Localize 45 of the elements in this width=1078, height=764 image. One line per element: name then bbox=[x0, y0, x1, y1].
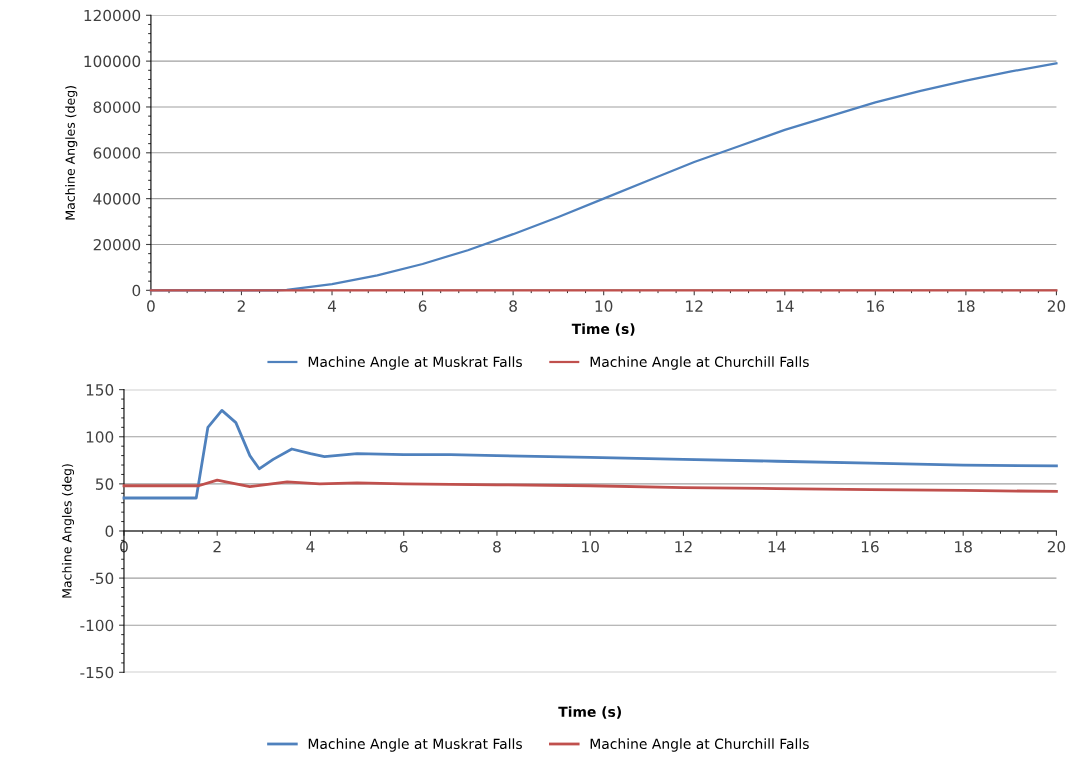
y-axis-title: Machine Angles (deg) bbox=[65, 86, 78, 220]
x-tick-label: 4 bbox=[327, 300, 337, 312]
x-axis-title: Time (s) bbox=[571, 323, 635, 336]
legend-label: Machine Angle at Churchill Falls bbox=[590, 738, 809, 752]
x-tick-label: 14 bbox=[776, 300, 794, 312]
x-tick-label: 12 bbox=[686, 300, 703, 312]
x-tick-label: 16 bbox=[867, 300, 885, 312]
x-tick-label: 20 bbox=[1047, 540, 1066, 553]
y-tick-label: 60000 bbox=[93, 147, 141, 159]
legend-label: Machine Angle at Muskrat Falls bbox=[308, 738, 522, 752]
x-tick-label: 2 bbox=[213, 540, 221, 553]
legend-label: Machine Angle at Muskrat Falls bbox=[308, 356, 522, 370]
y-tick-label: 80000 bbox=[93, 101, 141, 113]
line-series bbox=[122, 408, 1058, 500]
x-tick-label: 16 bbox=[861, 540, 879, 553]
x-tick-label: 18 bbox=[955, 540, 972, 553]
x-tick-label: 2 bbox=[237, 300, 245, 312]
y-tick-label: 50 bbox=[95, 478, 114, 490]
y-tick-label: 20000 bbox=[93, 238, 141, 251]
y-tick-label: 150 bbox=[86, 384, 114, 396]
x-tick-label: 6 bbox=[399, 540, 408, 553]
y-tick-label: 120000 bbox=[84, 9, 141, 22]
x-tick-label: 14 bbox=[768, 541, 786, 553]
x-tick-label: 10 bbox=[582, 540, 599, 553]
y-tick-label: 40000 bbox=[93, 193, 141, 205]
x-axis-title: Time (s) bbox=[558, 706, 621, 719]
y-tick-label: 100000 bbox=[84, 55, 141, 68]
x-tick-label: 0 bbox=[147, 300, 155, 312]
line-series bbox=[122, 478, 1058, 493]
x-tick-label: 12 bbox=[675, 540, 692, 553]
legend-label: Machine Angle at Churchill Falls bbox=[590, 356, 809, 370]
y-tick-label: 100 bbox=[86, 431, 114, 443]
x-tick-label: 10 bbox=[595, 300, 613, 312]
y-tick-label: 0 bbox=[105, 525, 114, 537]
x-tick-label: 18 bbox=[957, 300, 975, 312]
y-axis-title: Machine Angles (deg) bbox=[61, 464, 75, 598]
y-tick-label: -150 bbox=[80, 666, 114, 679]
x-tick-label: 4 bbox=[306, 541, 315, 553]
y-tick-label: -100 bbox=[80, 619, 114, 632]
y-tick-label: 0 bbox=[132, 284, 141, 297]
x-tick-label: 8 bbox=[493, 540, 501, 553]
y-tick-label: -50 bbox=[90, 572, 114, 585]
x-tick-label: 6 bbox=[418, 300, 427, 312]
x-tick-label: 8 bbox=[509, 300, 517, 312]
x-tick-label: 20 bbox=[1047, 300, 1066, 312]
